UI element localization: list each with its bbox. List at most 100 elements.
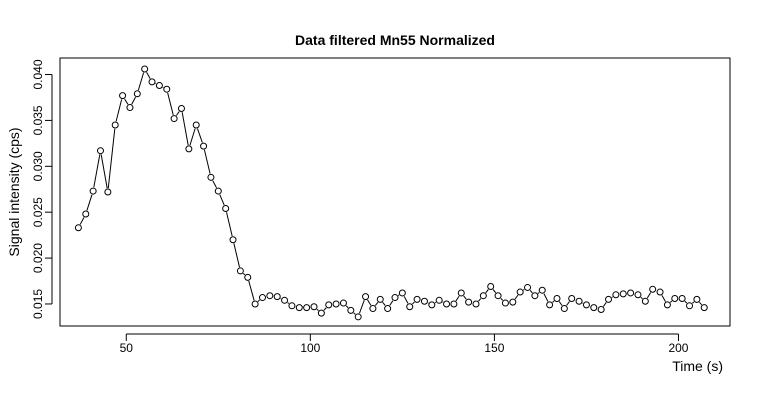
y-tick-label: 0.040 <box>31 59 45 89</box>
data-point <box>288 302 296 310</box>
data-point <box>185 145 193 153</box>
y-tick-label: 0.030 <box>31 151 45 181</box>
data-point <box>251 300 259 308</box>
series-segment <box>661 295 666 302</box>
series-segment <box>523 289 525 291</box>
data-point <box>244 273 252 281</box>
series-segment <box>692 301 695 304</box>
series-segment <box>107 128 116 189</box>
data-point <box>605 295 613 303</box>
data-point <box>170 115 178 123</box>
data-point <box>126 104 134 112</box>
data-point <box>155 82 163 90</box>
data-point <box>531 292 539 300</box>
series-segment <box>124 98 129 105</box>
series-segment <box>389 300 394 306</box>
data-point <box>192 121 200 129</box>
series-segment <box>382 302 386 306</box>
series-segment <box>100 154 108 189</box>
data-point <box>303 304 311 312</box>
series-segment <box>359 300 365 314</box>
data-point <box>501 299 509 307</box>
data-point <box>686 302 694 310</box>
series-segment <box>86 194 93 211</box>
data-point <box>509 298 517 306</box>
plot-frame <box>59 57 731 327</box>
series-segment <box>646 292 652 299</box>
x-tick-label: 200 <box>668 341 688 355</box>
x-tick-label: 50 <box>120 341 134 355</box>
data-point <box>391 294 399 302</box>
data-point <box>133 90 141 98</box>
y-tick-label: 0.035 <box>31 105 45 135</box>
series-segment <box>115 99 123 122</box>
data-point <box>384 305 392 313</box>
series-segment <box>397 294 400 296</box>
x-tick-label: 150 <box>484 341 504 355</box>
series-segment <box>537 292 540 294</box>
series-segment <box>566 301 570 306</box>
series-segment <box>684 300 688 304</box>
series-segment <box>611 296 613 298</box>
y-tick-label: 0.025 <box>31 197 45 227</box>
data-point <box>553 294 561 302</box>
data-point <box>582 301 590 309</box>
data-point <box>546 301 554 309</box>
y-tick-label: 0.015 <box>31 289 45 319</box>
data-point <box>649 285 657 293</box>
series-segment <box>79 217 85 225</box>
data-point <box>200 142 208 150</box>
series-segment <box>640 296 643 300</box>
series-segment <box>242 273 246 276</box>
series-segment <box>543 293 549 302</box>
series-segment <box>233 243 240 268</box>
series-segment <box>181 112 189 146</box>
data-point <box>177 104 185 112</box>
data-point <box>619 290 627 298</box>
data-point <box>671 294 679 302</box>
data-point <box>516 288 524 296</box>
data-point <box>236 267 244 275</box>
series-segment <box>287 302 290 304</box>
series-segment <box>492 289 497 294</box>
data-point <box>494 292 502 300</box>
data-point <box>663 301 671 309</box>
series-line-group <box>79 72 703 315</box>
x-axis-label: Time (s) <box>672 358 723 374</box>
data-point <box>590 304 598 312</box>
y-axis-label: Signal intensity (cps) <box>6 127 22 256</box>
data-point <box>398 289 406 297</box>
data-point <box>465 298 473 306</box>
series-segment <box>478 298 482 302</box>
data-point <box>656 288 664 296</box>
data-point <box>347 306 355 314</box>
series-segment <box>131 96 136 105</box>
series-segment <box>412 301 415 305</box>
data-point <box>457 289 465 297</box>
data-point <box>222 205 230 213</box>
data-point <box>332 300 340 308</box>
series-segment <box>316 308 319 312</box>
data-point <box>597 305 605 313</box>
data-point <box>575 297 583 305</box>
data-point <box>678 294 686 302</box>
data-point <box>281 296 289 304</box>
series-segment <box>403 296 409 304</box>
data-point <box>163 85 171 93</box>
data-point <box>443 300 451 308</box>
series-segment <box>558 301 563 306</box>
series-segment <box>374 302 379 306</box>
x-axis: 50 100 150 200 <box>120 333 689 355</box>
series-segment <box>353 312 356 315</box>
data-point <box>420 297 428 305</box>
series-segment <box>514 294 519 300</box>
data-point <box>96 147 104 155</box>
data-point <box>641 297 649 305</box>
series-segment <box>248 280 255 301</box>
data-point <box>369 305 377 313</box>
series-segment <box>257 299 260 302</box>
data-point <box>82 210 90 218</box>
series-segment <box>212 180 217 188</box>
series-segment <box>669 300 673 303</box>
